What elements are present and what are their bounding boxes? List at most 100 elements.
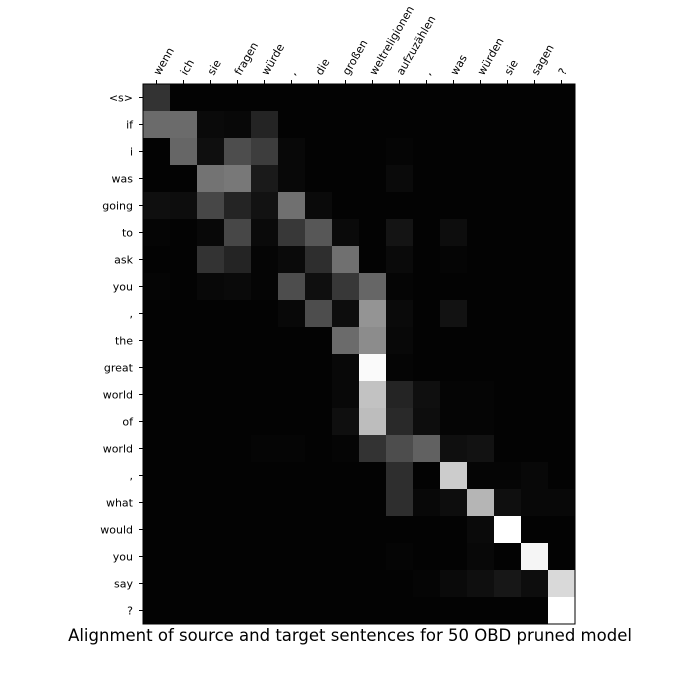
heatmap-cell	[278, 408, 306, 436]
heatmap-cell	[143, 165, 171, 193]
heatmap-cell	[440, 543, 468, 571]
heatmap-cell	[548, 111, 576, 139]
heatmap-cell	[548, 138, 576, 166]
heatmap-cell	[251, 408, 279, 436]
y-tick-label: great	[104, 362, 134, 375]
heatmap-cell	[251, 354, 279, 382]
y-axis-ticks: <s> if i was going to ask you, the great world of wo…	[100, 92, 143, 618]
heatmap-cell	[467, 219, 495, 247]
heatmap-cell	[440, 570, 468, 598]
x-tick-label: ?	[556, 66, 570, 78]
heatmap-cell	[251, 138, 279, 166]
heatmap-cell	[521, 516, 549, 544]
heatmap-cell	[224, 192, 252, 220]
heatmap-cell	[386, 273, 414, 301]
heatmap-cell	[170, 219, 198, 247]
y-tick-label: you	[113, 281, 133, 294]
heatmap-cell	[197, 111, 225, 139]
heatmap-cell	[197, 192, 225, 220]
heatmap-cell	[494, 570, 522, 598]
heatmap-cell	[305, 354, 333, 382]
heatmap-cell	[467, 381, 495, 409]
heatmap-cell	[197, 570, 225, 598]
x-tick-label: ,	[421, 68, 434, 78]
heatmap-cell	[251, 435, 279, 463]
heatmap-cell	[467, 543, 495, 571]
heatmap-cell	[467, 570, 495, 598]
y-tick-label: ask	[114, 254, 133, 267]
heatmap-cell	[386, 327, 414, 355]
y-tick-label: world	[103, 443, 133, 456]
heatmap-cell	[494, 516, 522, 544]
heatmap-cell	[548, 543, 576, 571]
y-tick-label: the	[115, 335, 133, 348]
heatmap-cell	[359, 219, 387, 247]
heatmap-cell	[251, 381, 279, 409]
heatmap-cell	[467, 138, 495, 166]
heatmap-cell	[170, 516, 198, 544]
heatmap-cell	[278, 300, 306, 328]
heatmap-cell	[386, 543, 414, 571]
heatmap-cell	[143, 246, 171, 274]
heatmap-cell	[332, 543, 360, 571]
heatmap-cell	[413, 246, 441, 274]
heatmap-cell	[170, 111, 198, 139]
heatmap-cell	[224, 84, 252, 112]
heatmap-cell	[521, 165, 549, 193]
heatmap-cell	[305, 165, 333, 193]
heatmap-cell	[413, 111, 441, 139]
heatmap-cell	[386, 435, 414, 463]
heatmap-cell	[251, 327, 279, 355]
heatmap-cell	[251, 597, 279, 625]
heatmap-cell	[359, 543, 387, 571]
heatmap-cell	[278, 111, 306, 139]
heatmap-cell	[494, 381, 522, 409]
heatmap-cell	[197, 516, 225, 544]
heatmap-cell	[413, 138, 441, 166]
heatmap-cell	[386, 354, 414, 382]
heatmap-cell	[386, 516, 414, 544]
heatmap-cell	[521, 192, 549, 220]
heatmap-cell	[170, 570, 198, 598]
heatmap-cell	[521, 462, 549, 490]
heatmap-cell	[359, 435, 387, 463]
heatmap-cell	[278, 273, 306, 301]
heatmap-cell	[467, 246, 495, 274]
y-tick-label: you	[113, 551, 133, 564]
heatmap-cell	[386, 165, 414, 193]
heatmap-cell	[359, 138, 387, 166]
heatmap-cell	[359, 354, 387, 382]
heatmap-cell	[494, 489, 522, 517]
x-tick-label: die	[313, 56, 333, 77]
heatmap-cell	[494, 219, 522, 247]
heatmap-cell	[386, 111, 414, 139]
heatmap-cell	[197, 462, 225, 490]
heatmap-cell	[521, 219, 549, 247]
heatmap-cell	[197, 300, 225, 328]
heatmap-cell	[332, 300, 360, 328]
heatmap-cell	[305, 138, 333, 166]
heatmap-cell	[170, 354, 198, 382]
heatmap-cell	[386, 381, 414, 409]
heatmap-cell	[278, 381, 306, 409]
heatmap-cell	[197, 489, 225, 517]
x-tick-label: würde	[259, 41, 287, 77]
heatmap-cell	[386, 84, 414, 112]
heatmap-cell	[440, 300, 468, 328]
heatmap-cell	[170, 408, 198, 436]
heatmap-cell	[467, 516, 495, 544]
y-tick-label: ,	[130, 470, 134, 483]
heatmap-cell	[440, 381, 468, 409]
chart-title: Alignment of source and target sentences…	[68, 626, 632, 645]
heatmap-cell	[170, 246, 198, 274]
heatmap-cell	[197, 273, 225, 301]
heatmap-cell	[143, 300, 171, 328]
heatmap-cell	[224, 597, 252, 625]
heatmap-cell	[440, 435, 468, 463]
heatmap-cell	[224, 543, 252, 571]
heatmap-cell	[386, 489, 414, 517]
heatmap-cell	[548, 273, 576, 301]
heatmap-cell	[467, 192, 495, 220]
heatmap-cell	[467, 327, 495, 355]
heatmap-cell	[494, 165, 522, 193]
